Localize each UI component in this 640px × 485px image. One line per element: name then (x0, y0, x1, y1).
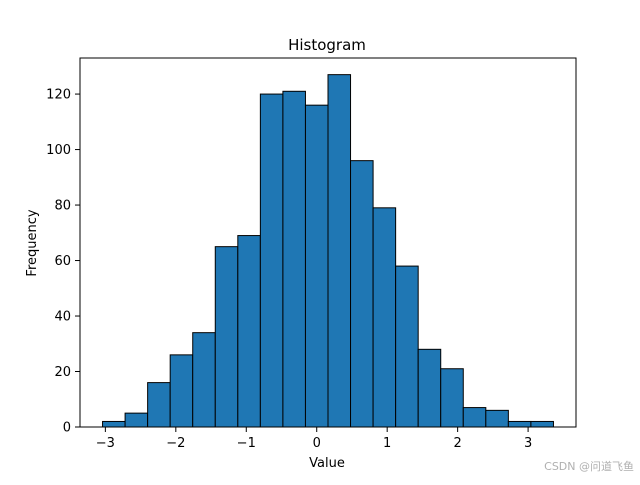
y-tick-label: 40 (54, 310, 71, 325)
histogram-bar-19 (530, 420, 554, 428)
y-tick-label: 80 (54, 199, 71, 214)
y-tick-label: 20 (54, 365, 71, 380)
x-tick-label: 2 (453, 436, 461, 451)
axes-layer: −3 −2 −1 0 1 2 3 0 20 40 60 80 100 120 (46, 57, 577, 451)
histogram-bar-10 (327, 74, 352, 428)
histogram-bar-15 (440, 368, 464, 428)
y-axis-label: Frequency (25, 209, 40, 276)
histogram-bar-3 (169, 354, 194, 428)
watermark: CSDN @问道飞鱼 (544, 460, 634, 473)
histogram-bar-5 (214, 246, 239, 428)
histogram-bar-17 (485, 409, 509, 428)
histogram-bar-14 (417, 348, 442, 428)
x-tick-label: 0 (313, 436, 321, 451)
histogram-bar-11 (350, 160, 374, 428)
y-tick-label: 60 (54, 254, 71, 269)
y-tick-label: 0 (63, 421, 71, 436)
y-tick-label: 100 (46, 143, 71, 158)
x-tick-label: 3 (524, 436, 532, 451)
histogram-bar-16 (462, 407, 487, 428)
histogram-bar-1 (124, 412, 149, 428)
histogram-bar-4 (192, 332, 216, 428)
x-tick-label: −3 (96, 436, 115, 451)
x-tick-label: −1 (237, 436, 256, 451)
x-tick-label: 1 (383, 436, 391, 451)
histogram-bar-8 (282, 90, 306, 428)
histogram-bar-9 (304, 104, 329, 428)
histogram-bar-7 (259, 93, 284, 428)
x-tick-label: −2 (166, 436, 185, 451)
plot-frame (79, 57, 577, 428)
bars-layer (102, 74, 554, 428)
x-axis-label: Value (309, 456, 345, 471)
histogram-bar-6 (237, 235, 261, 428)
histogram-bar-0 (102, 420, 126, 428)
chart-title: Histogram (288, 36, 366, 54)
y-tick-label: 120 (46, 88, 71, 103)
histogram-bar-12 (372, 207, 397, 428)
histogram-bar-2 (147, 382, 171, 428)
histogram-bar-13 (395, 265, 419, 428)
histogram-bar-18 (507, 420, 532, 428)
